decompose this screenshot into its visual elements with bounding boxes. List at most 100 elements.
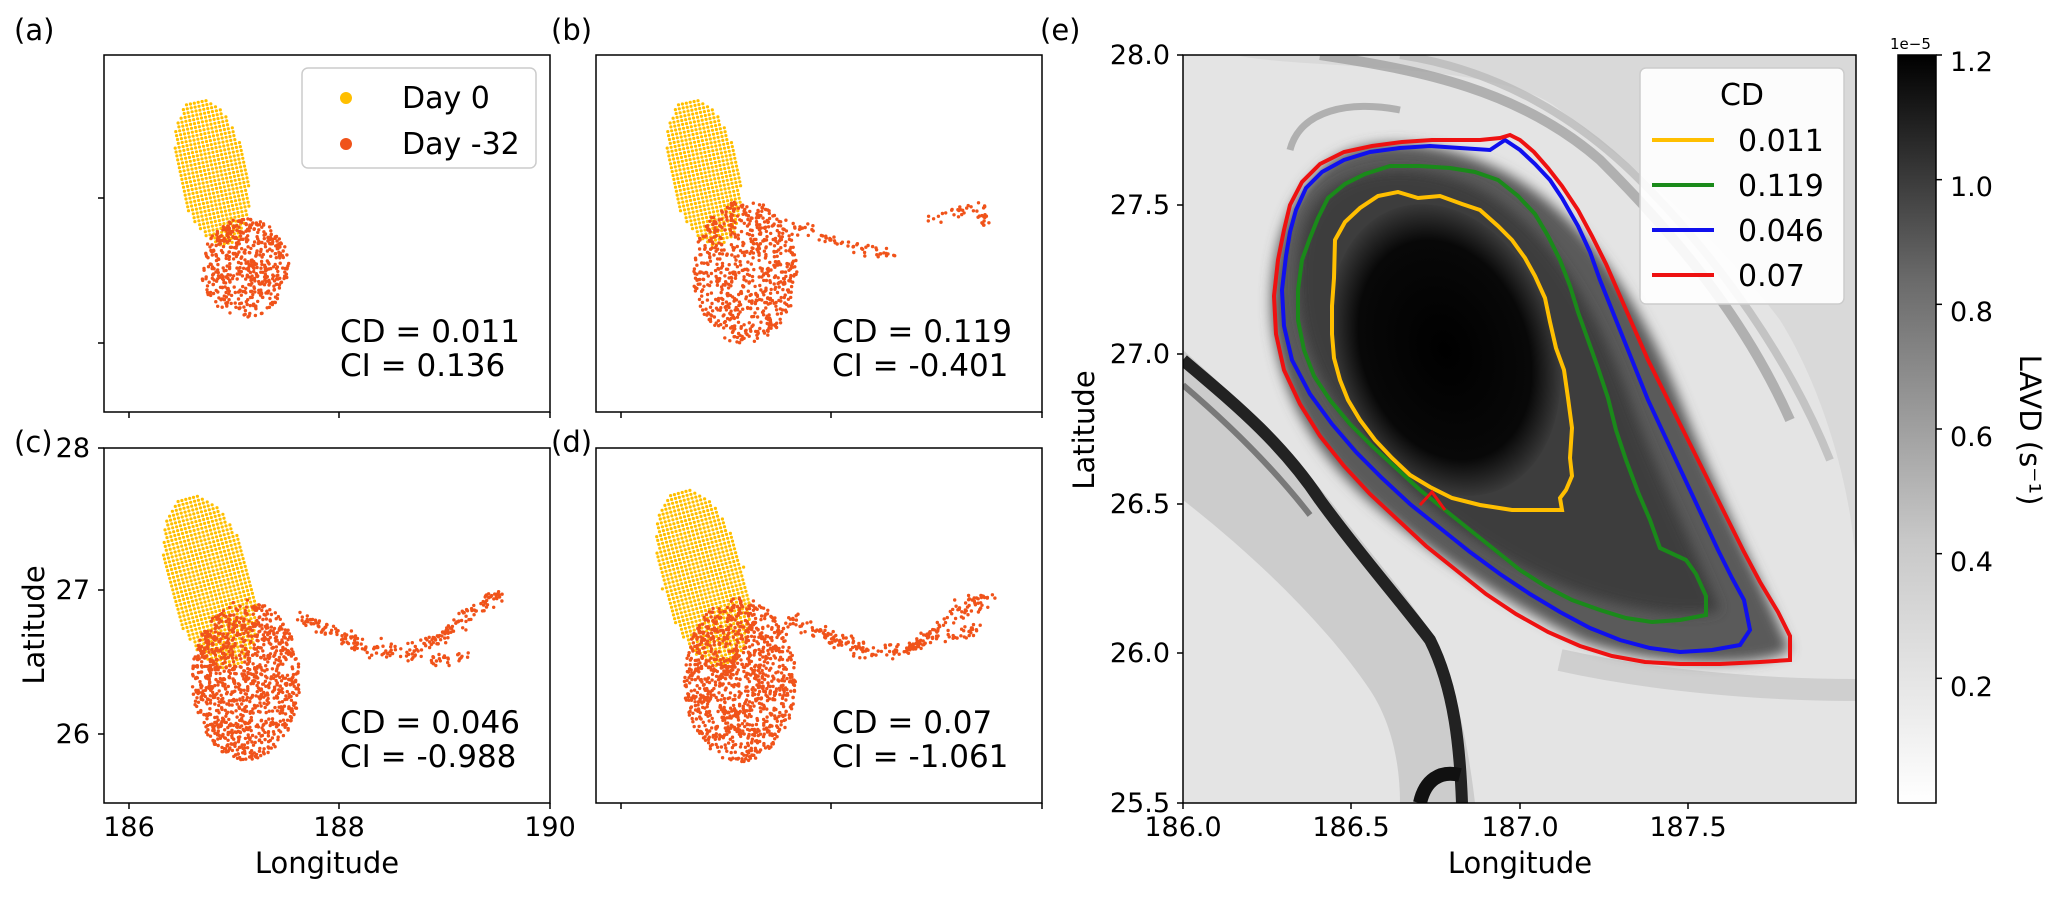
day0-point bbox=[212, 556, 216, 560]
day0-point bbox=[732, 173, 736, 177]
day-32-point bbox=[757, 275, 761, 279]
day-32-point bbox=[701, 277, 705, 281]
day0-point bbox=[216, 215, 220, 219]
day0-point bbox=[182, 585, 186, 589]
day0-point bbox=[203, 600, 207, 604]
day0-point bbox=[242, 560, 246, 565]
day-32-point bbox=[251, 743, 256, 747]
day0-point bbox=[721, 596, 725, 600]
day0-point bbox=[658, 517, 662, 521]
day0-point bbox=[677, 123, 681, 127]
day0-point bbox=[201, 563, 205, 567]
day0-point bbox=[241, 177, 245, 181]
day0-point bbox=[243, 184, 247, 189]
day-32-point bbox=[797, 227, 802, 232]
day-32-point bbox=[295, 618, 300, 622]
day0-point bbox=[196, 560, 201, 564]
day-32-point bbox=[713, 235, 717, 239]
day0-point bbox=[205, 562, 209, 566]
day0-point bbox=[227, 188, 231, 192]
day0-point bbox=[671, 613, 676, 617]
day-32-point bbox=[264, 626, 269, 630]
day-32-point bbox=[216, 257, 220, 261]
day-32-point bbox=[343, 635, 348, 639]
day0-point bbox=[718, 633, 723, 638]
day0-point bbox=[192, 175, 196, 179]
day0-point bbox=[231, 187, 235, 191]
day-32-point bbox=[224, 720, 228, 725]
day-32-point bbox=[323, 632, 327, 636]
day0-point bbox=[219, 206, 223, 210]
day0-point bbox=[206, 184, 210, 188]
day0-point bbox=[708, 595, 712, 599]
day-32-point bbox=[431, 655, 436, 660]
day-32-point bbox=[208, 707, 212, 711]
day0-point bbox=[230, 200, 234, 204]
day0-point bbox=[704, 154, 708, 158]
day0-point bbox=[247, 184, 251, 188]
day0-point bbox=[231, 534, 235, 539]
day0-point bbox=[672, 505, 676, 509]
day0-point bbox=[677, 201, 681, 205]
day0-point bbox=[196, 100, 200, 104]
day-32-point bbox=[492, 605, 496, 609]
day0-point bbox=[218, 579, 222, 583]
day-32-point bbox=[746, 268, 750, 272]
day-32-point bbox=[271, 676, 276, 680]
day0-point bbox=[206, 566, 210, 570]
day-32-point bbox=[234, 709, 238, 713]
day0-point bbox=[702, 167, 707, 171]
day-32-point bbox=[218, 736, 223, 740]
day0-point bbox=[699, 560, 703, 564]
day-32-point bbox=[250, 258, 254, 262]
day0-point bbox=[199, 132, 203, 137]
day0-point bbox=[192, 607, 196, 611]
day-32-point bbox=[469, 617, 473, 622]
day-32-point bbox=[255, 274, 259, 278]
day0-point bbox=[200, 120, 204, 124]
day-32-point bbox=[265, 623, 269, 627]
day0-point bbox=[192, 545, 196, 549]
day0-point bbox=[713, 197, 717, 201]
day0-point bbox=[171, 575, 176, 579]
day0-point bbox=[184, 592, 188, 597]
day0-point bbox=[171, 513, 176, 517]
day-32-point bbox=[751, 279, 755, 283]
day0-point bbox=[182, 506, 186, 510]
day0-point bbox=[709, 582, 713, 586]
day-32-point bbox=[704, 307, 708, 311]
day-32-point bbox=[225, 711, 229, 716]
day-32-point bbox=[263, 679, 268, 683]
day-32-point bbox=[769, 242, 773, 246]
day0-point bbox=[723, 649, 727, 653]
day-32-point bbox=[230, 731, 235, 735]
day-32-point bbox=[259, 688, 264, 692]
day0-point bbox=[686, 109, 690, 113]
day0-point bbox=[185, 144, 189, 148]
day-32-point bbox=[956, 215, 961, 219]
day-32-point bbox=[274, 635, 279, 639]
day-32-point bbox=[262, 230, 266, 234]
day-32-point bbox=[277, 628, 281, 632]
day-32-point bbox=[276, 691, 281, 696]
day-32-point bbox=[772, 301, 776, 305]
day-32-point bbox=[819, 233, 823, 238]
day0-point bbox=[203, 538, 207, 542]
day0-point bbox=[669, 589, 673, 593]
day0-point bbox=[234, 162, 238, 166]
day0-point bbox=[220, 616, 224, 620]
day-32-point bbox=[803, 225, 807, 230]
day0-point bbox=[191, 541, 195, 545]
day0-point bbox=[697, 507, 701, 511]
day0-point bbox=[202, 205, 206, 209]
day-32-point bbox=[245, 695, 250, 700]
day0-point bbox=[698, 543, 703, 548]
day0-point bbox=[208, 155, 212, 159]
day0-point bbox=[685, 539, 689, 543]
day0-point bbox=[733, 156, 737, 160]
day0-point bbox=[230, 576, 234, 580]
day0-point bbox=[225, 544, 229, 548]
day0-point bbox=[216, 601, 220, 605]
day-32-point bbox=[231, 218, 235, 222]
panel-b-frame bbox=[595, 54, 1043, 413]
